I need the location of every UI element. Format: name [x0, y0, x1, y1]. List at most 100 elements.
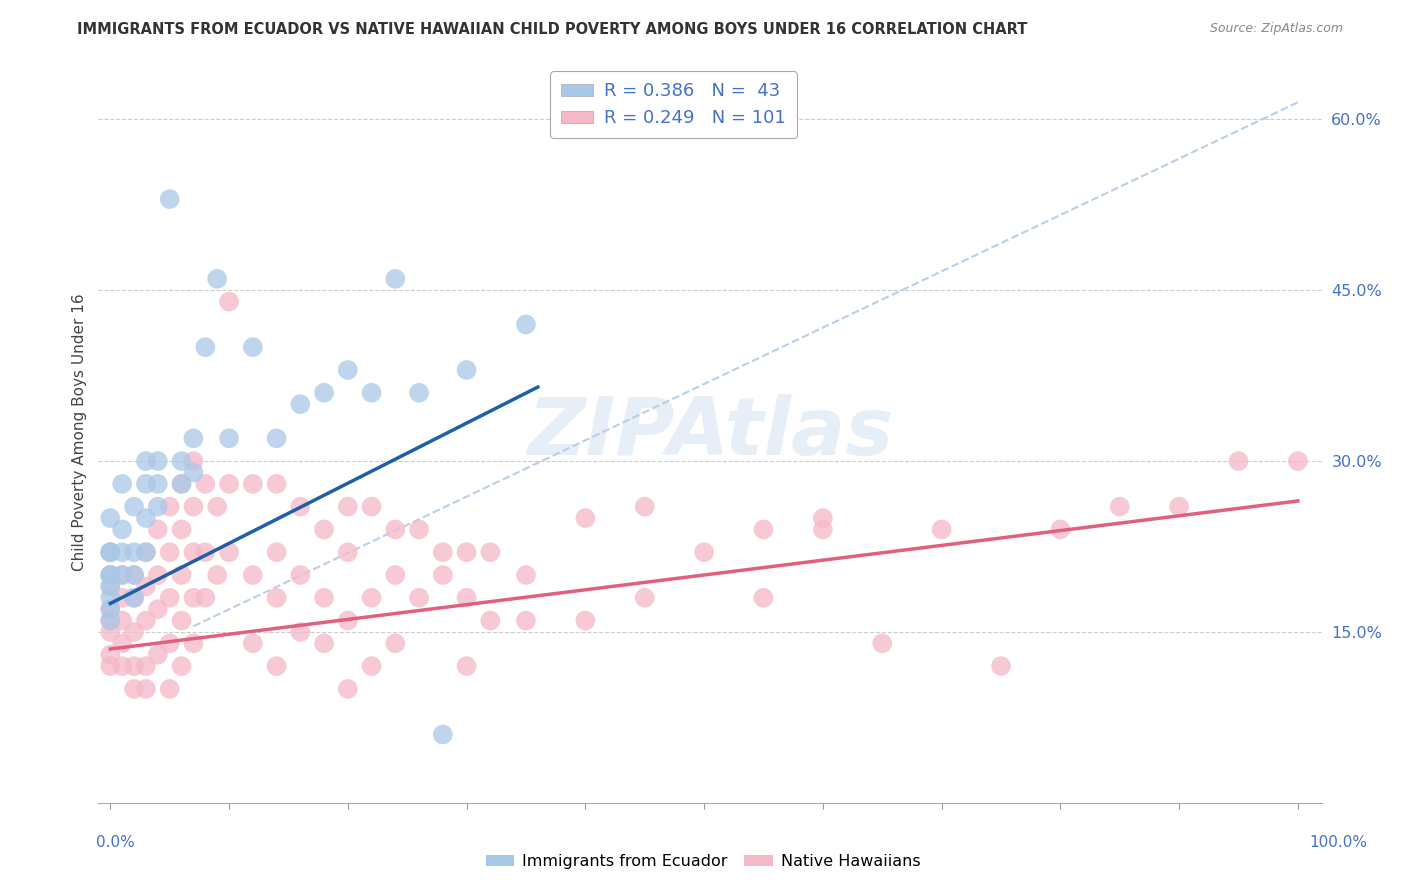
Point	[122, 591, 145, 605]
Point	[432, 727, 454, 741]
Point	[111, 568, 134, 582]
Point	[135, 681, 157, 696]
Point	[135, 545, 157, 559]
Point	[312, 385, 335, 400]
Point	[122, 591, 145, 605]
Point	[111, 568, 134, 582]
Point	[98, 591, 121, 605]
Point	[194, 340, 217, 354]
Point	[98, 579, 121, 593]
Point	[146, 648, 169, 662]
Point	[574, 614, 596, 628]
Point	[98, 545, 121, 559]
Point	[266, 659, 288, 673]
Point	[111, 659, 134, 673]
Point	[170, 568, 193, 582]
Point	[170, 476, 193, 491]
Point	[242, 340, 264, 354]
Point	[634, 500, 657, 514]
Point	[159, 545, 181, 559]
Point	[752, 523, 775, 537]
Point	[98, 579, 121, 593]
Point	[360, 591, 382, 605]
Point	[336, 545, 359, 559]
Point	[634, 591, 657, 605]
Point	[122, 659, 145, 673]
Point	[408, 591, 430, 605]
Point	[360, 659, 382, 673]
Point	[456, 545, 478, 559]
Point	[218, 476, 240, 491]
Point	[384, 523, 406, 537]
Point	[266, 431, 288, 445]
Point	[135, 545, 157, 559]
Point	[205, 568, 228, 582]
Point	[360, 500, 382, 514]
Point	[98, 624, 121, 639]
Point	[122, 624, 145, 639]
Point	[170, 659, 193, 673]
Point	[456, 591, 478, 605]
Point	[1286, 454, 1309, 468]
Point	[170, 614, 193, 628]
Point	[98, 659, 121, 673]
Point	[98, 648, 121, 662]
Y-axis label: Child Poverty Among Boys Under 16: Child Poverty Among Boys Under 16	[72, 293, 87, 572]
Point	[122, 568, 145, 582]
Point	[135, 476, 157, 491]
Point	[336, 500, 359, 514]
Point	[205, 500, 228, 514]
Point	[384, 272, 406, 286]
Point	[170, 523, 193, 537]
Point	[290, 500, 312, 514]
Point	[1168, 500, 1191, 514]
Point	[98, 545, 121, 559]
Point	[205, 272, 228, 286]
Point	[194, 591, 217, 605]
Point	[515, 568, 537, 582]
Point	[159, 681, 181, 696]
Point	[111, 523, 134, 537]
Point	[312, 523, 335, 537]
Point	[159, 192, 181, 206]
Point	[360, 385, 382, 400]
Point	[931, 523, 953, 537]
Point	[98, 614, 121, 628]
Point	[266, 591, 288, 605]
Point	[336, 614, 359, 628]
Point	[159, 636, 181, 650]
Point	[242, 568, 264, 582]
Point	[194, 476, 217, 491]
Point	[98, 614, 121, 628]
Text: ZIPAtlas: ZIPAtlas	[527, 393, 893, 472]
Point	[242, 636, 264, 650]
Point	[183, 591, 205, 605]
Point	[135, 511, 157, 525]
Point	[870, 636, 893, 650]
Point	[98, 545, 121, 559]
Point	[170, 476, 193, 491]
Point	[266, 476, 288, 491]
Point	[811, 511, 834, 525]
Point	[146, 523, 169, 537]
Point	[752, 591, 775, 605]
Point	[693, 545, 716, 559]
Point	[990, 659, 1012, 673]
Point	[159, 591, 181, 605]
Point	[135, 454, 157, 468]
Point	[242, 476, 264, 491]
Point	[432, 545, 454, 559]
Point	[111, 614, 134, 628]
Point	[479, 614, 502, 628]
Text: 0.0%: 0.0%	[96, 836, 135, 850]
Point	[135, 614, 157, 628]
Point	[290, 397, 312, 411]
Text: Source: ZipAtlas.com: Source: ZipAtlas.com	[1209, 22, 1343, 36]
Point	[336, 363, 359, 377]
Point	[146, 454, 169, 468]
Point	[336, 681, 359, 696]
Point	[183, 466, 205, 480]
Legend: Immigrants from Ecuador, Native Hawaiians: Immigrants from Ecuador, Native Hawaiian…	[479, 847, 927, 875]
Point	[98, 568, 121, 582]
Text: IMMIGRANTS FROM ECUADOR VS NATIVE HAWAIIAN CHILD POVERTY AMONG BOYS UNDER 16 COR: IMMIGRANTS FROM ECUADOR VS NATIVE HAWAII…	[77, 22, 1028, 37]
